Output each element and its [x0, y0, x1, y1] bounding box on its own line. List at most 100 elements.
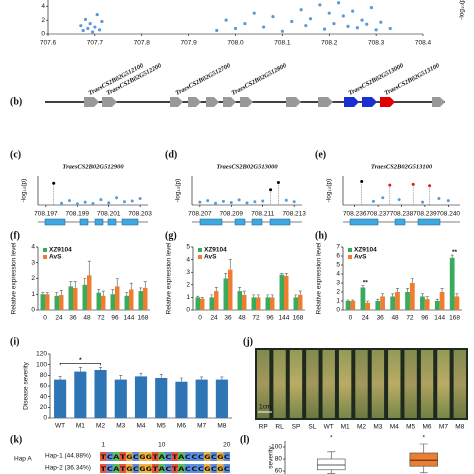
point	[284, 198, 288, 202]
error-bar	[159, 373, 163, 378]
point	[360, 18, 364, 22]
error-bar	[143, 281, 147, 288]
x-tick-label: 708.213	[282, 211, 306, 218]
x-tick-label: 708.4	[415, 40, 432, 47]
x-tick-label: 96	[421, 315, 429, 322]
point	[269, 188, 273, 192]
point	[388, 183, 392, 187]
base-cell	[158, 452, 165, 461]
box	[409, 452, 438, 467]
error-bar	[111, 289, 115, 295]
point	[97, 28, 102, 32]
leaf	[273, 350, 286, 418]
y-tick-label: 2	[186, 282, 190, 289]
point	[437, 196, 441, 200]
x-tick-label: 707.6	[40, 40, 57, 47]
error-bar	[395, 288, 399, 292]
scale-label: 1cm	[259, 404, 271, 411]
x-tick-label: 708.237	[366, 211, 390, 218]
base-cell	[145, 464, 152, 473]
bar	[82, 284, 87, 310]
line-label: SP	[292, 424, 301, 431]
bar	[242, 294, 247, 310]
panel-label: (j)	[243, 336, 253, 347]
bar	[360, 287, 366, 310]
bar	[439, 292, 445, 310]
sequence: TCATGCGGTACTACCCGCGC	[100, 453, 230, 461]
bar	[115, 286, 120, 310]
bar	[454, 296, 460, 310]
error-bar	[69, 281, 73, 287]
legend-label: AvS	[354, 254, 367, 261]
point	[233, 26, 238, 31]
annotation: **	[363, 279, 369, 286]
bar	[214, 291, 219, 310]
point	[83, 200, 87, 204]
bar	[195, 297, 200, 310]
x-tick-label: 168	[293, 315, 304, 322]
bar	[195, 379, 208, 418]
x-tick-label: 0	[349, 315, 353, 322]
error-bar	[200, 297, 204, 299]
point	[341, 14, 345, 18]
leaf	[355, 350, 368, 418]
x-tick-label: 168	[138, 315, 149, 322]
point	[95, 12, 99, 17]
bar	[405, 292, 410, 310]
error-bar	[129, 282, 133, 290]
error-bar	[55, 292, 59, 296]
point	[100, 19, 104, 24]
bar	[293, 297, 298, 310]
bar	[138, 291, 143, 310]
y-tick-label: 80	[40, 372, 48, 379]
error-bar	[284, 273, 288, 276]
base-cell	[210, 464, 217, 473]
x-tick-label: 0	[43, 315, 47, 322]
x-tick-label: 708.211	[251, 211, 274, 218]
x-tick-label: 144	[279, 315, 290, 322]
point	[86, 26, 90, 31]
leaf	[257, 350, 270, 418]
leaf	[306, 350, 319, 418]
leaf	[322, 350, 335, 418]
point	[308, 17, 313, 21]
y-tick-label: 1	[31, 291, 35, 298]
ruler-label: 10	[158, 442, 166, 449]
point	[99, 198, 103, 202]
y-tick-label: 2	[41, 17, 45, 24]
bracket	[59, 363, 101, 366]
bar	[420, 296, 425, 310]
point	[374, 28, 378, 32]
sequence: TCATGCGGTACTACCCGCGC	[100, 465, 230, 473]
box	[317, 458, 346, 471]
point	[360, 179, 364, 183]
base-cell	[204, 464, 211, 473]
line-label: M3	[373, 424, 382, 431]
point	[214, 201, 218, 205]
x-tick-label: M3	[116, 423, 125, 430]
bar	[395, 292, 400, 310]
x-tick-label: 708.203	[128, 211, 152, 218]
base-cell	[191, 452, 198, 461]
point	[252, 11, 256, 15]
y-axis-label: Relative expression level	[11, 242, 18, 314]
y-tick-label: 7	[336, 244, 340, 251]
point	[276, 181, 280, 185]
bar	[265, 297, 270, 310]
y-tick-label: 4	[186, 256, 190, 263]
panel-label: (b)	[10, 96, 22, 107]
y-tick-label: 4	[41, 3, 45, 10]
point	[107, 201, 111, 205]
leaf	[453, 350, 466, 418]
base-cell	[119, 452, 126, 461]
x-tick-label: 72	[406, 315, 414, 322]
point	[79, 24, 83, 28]
leaf	[289, 350, 303, 418]
base-cell	[106, 464, 113, 473]
y-tick-label: 3	[336, 280, 340, 287]
panel-label: (d)	[165, 149, 177, 160]
haplotype-name: Hap-2 (36.34%)	[45, 465, 91, 472]
bar	[298, 294, 303, 310]
base-cell	[139, 452, 146, 461]
error-bar	[139, 372, 143, 377]
